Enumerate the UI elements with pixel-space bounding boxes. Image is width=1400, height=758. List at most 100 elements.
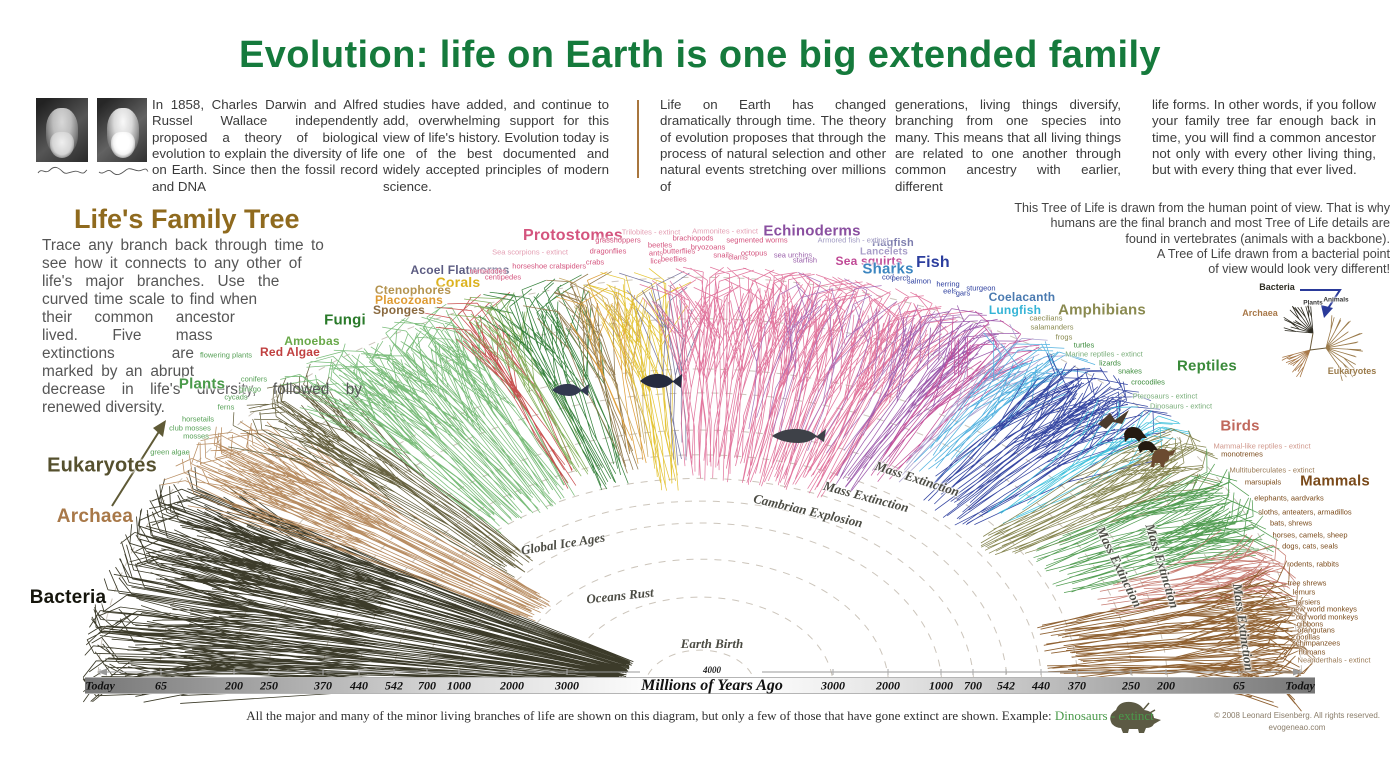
tree-label-birds: Birds <box>1220 417 1260 435</box>
annotation-mass-extinction: Mass Extinction <box>1093 524 1146 610</box>
tree-label-frogs: frogs <box>1055 332 1073 342</box>
timescale-tick-700: 700 <box>418 678 436 692</box>
tree-label-marsupials: marsupials <box>1244 477 1282 487</box>
page-title: Evolution: life on Earth is one big exte… <box>239 34 1161 76</box>
inset-cluster-archaea <box>1281 349 1311 378</box>
tree-label-lice: lice <box>650 256 662 266</box>
intro-column-5: life forms. In other words, if you follo… <box>1152 97 1376 178</box>
tree-label-reptiles: Reptiles <box>1177 357 1237 375</box>
annotation-oceans-rust: Oceans Rust <box>585 584 655 607</box>
tree-label-hagfish: Hagfish <box>872 237 914 249</box>
tree-label-corals: Corals <box>435 274 481 290</box>
tree-label-placozoans: Placozoans <box>374 293 444 307</box>
tree-label-spiders: spiders <box>561 261 587 271</box>
intro-column-2: studies have added, and continue to add,… <box>383 97 609 194</box>
annotation-global-ice-ages: Global Ice Ages <box>519 529 606 558</box>
tree-label-mammal-like-reptiles-extinct: Mammal-like reptiles - extinct <box>1213 441 1311 451</box>
fish-silhouette <box>640 373 682 388</box>
tree-label-animals: Animals <box>1323 296 1349 304</box>
tree-label-bacteria: Bacteria <box>29 587 107 608</box>
inset-cluster-bacteria <box>1283 304 1314 334</box>
fish-silhouette <box>552 383 589 396</box>
tree-label-clams: clams <box>728 252 748 262</box>
timescale-tick-370: 370 <box>1068 678 1086 692</box>
annotation-mass-extinction: Mass Extinction <box>1142 521 1183 611</box>
timescale-4000-label: 4000 <box>703 665 721 675</box>
tree-label-sloths-anteaters-armadillos: sloths, anteaters, armadillos <box>1258 507 1352 517</box>
tree-label-cycads: cycads <box>224 392 248 402</box>
timescale-tick-65: 65 <box>155 678 167 692</box>
website-link[interactable]: evogeneao.com <box>1268 723 1326 732</box>
family-tree-description-text: Trace any branch back through time to se… <box>42 237 362 417</box>
timescale-tick-700: 700 <box>964 678 982 692</box>
branches-hagfish-lancelets <box>898 323 1073 483</box>
tree-label-gibbons: gibbons <box>1296 619 1324 629</box>
tree-label-rodents-rabbits: rodents, rabbits <box>1287 559 1339 569</box>
branches-archaea <box>160 421 551 622</box>
tree-label-sea-urchins: sea urchins <box>773 250 813 260</box>
mammal-silhouette <box>1124 427 1147 442</box>
tree-label-centipedes: centipedes <box>484 272 522 282</box>
triceratops-icon <box>1110 701 1161 733</box>
tree-label-brachiopods: brachiopods <box>672 233 714 243</box>
tree-label-tree-shrews: tree shrews <box>1287 578 1327 588</box>
eukaryotes-arrow <box>111 420 166 507</box>
timescale-tick-3000: 3000 <box>821 678 845 692</box>
tree-label-herring: herring <box>936 279 960 289</box>
inset-cluster-eukaryotes <box>1325 315 1363 382</box>
family-tree-description: Trace any branch back through time to se… <box>42 237 362 417</box>
tree-label-bats-shrews: bats, shrews <box>1269 518 1313 528</box>
branches-protostomes-violet <box>737 272 962 454</box>
timescale-tick-2000: 2000 <box>500 678 524 692</box>
tree-label-ginkgo: ginkgo <box>238 384 262 394</box>
wallace-portrait <box>97 98 147 162</box>
timescale-units-label: Millions of Years Ago <box>641 677 783 694</box>
tree-label-fungi: Fungi <box>324 311 366 329</box>
intro-divider <box>637 100 639 178</box>
tree-label-dinosaurs-extinct: Dinosaurs - extinct <box>1149 401 1213 411</box>
branches-fish <box>923 353 1172 526</box>
tree-label-salamanders: salamanders <box>1030 322 1074 332</box>
timescale-tick-542: 542 <box>997 678 1015 692</box>
branches-echinoderms <box>835 305 1024 492</box>
pterosaur-silhouette <box>1098 410 1129 429</box>
portrait-beard <box>111 132 135 158</box>
timescale-bar: Today 65 200 250 370 440 542 700 1000 2000 3000 300… <box>85 677 1315 694</box>
tree-label-marine-reptiles-extinct: Marine reptiles - extinct <box>1065 349 1143 359</box>
tree-label-nematodes: nematodes <box>469 266 507 276</box>
tree-label-ctenophores: Ctenophores <box>374 283 452 297</box>
footer-caption-highlight: Dinosaurs - extinct <box>1054 708 1154 723</box>
tree-label-pterosaurs-extinct: Pterosaurs - extinct <box>1132 391 1198 401</box>
tree-label-eels: eels <box>943 286 957 296</box>
tree-label-bacteria: Bacteria <box>1259 282 1295 292</box>
tree-label-red-algae: Red Algae <box>259 345 321 359</box>
timescale-tick-370: 370 <box>314 678 332 692</box>
darwin-portrait <box>36 98 88 162</box>
timescale-tick-today: Today <box>85 678 115 692</box>
tree-label-lungfish: Lungfish <box>988 303 1042 317</box>
tree-label-flowering-plants: flowering plants <box>199 350 253 360</box>
tree-label-sharks: Sharks <box>862 260 914 278</box>
tree-label-orangutans: orangutans <box>1297 625 1335 635</box>
marine-reptile-silhouette <box>772 428 826 443</box>
annotation-mass-extinction: Mass Extinction <box>1229 582 1258 672</box>
tree-label-eukaryotes: Eukaryotes <box>47 454 157 477</box>
timescale-tick-65: 65 <box>1233 678 1245 692</box>
inset-trunk <box>1309 332 1327 351</box>
footer-caption: All the major and many of the minor livi… <box>0 708 1400 724</box>
tree-label-multituberculates-extinct: Multituberculates - extinct <box>1229 465 1315 475</box>
branches-protostomes <box>639 266 974 498</box>
tree-label-sea-scorpions-extinct: Sea scorpions - extinct <box>492 247 568 257</box>
tree-label-bryozoans: bryozoans <box>690 242 726 252</box>
tree-label-cod: cod <box>881 272 895 282</box>
tree-label-butterflies: butterflies <box>662 246 696 256</box>
tree-label-green-algae: green algae <box>150 447 190 457</box>
tree-label-coelacanth: Coelacanth <box>988 290 1056 304</box>
tree-label-ammonites-extinct: Ammonites - extinct <box>692 226 758 236</box>
tree-label-segmented-worms: segmented worms <box>726 235 788 245</box>
tree-label-neanderthals-extinct: Neanderthals - extinct <box>1297 655 1371 665</box>
tree-label-trilobites-extinct: Trilobites - extinct <box>621 227 681 237</box>
